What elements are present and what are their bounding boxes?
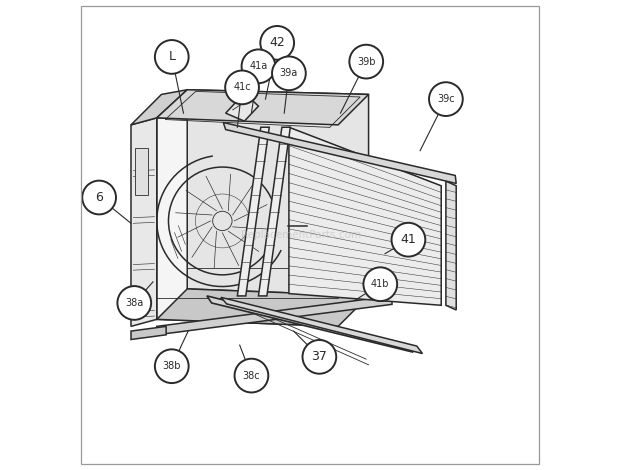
Text: 42: 42 bbox=[269, 36, 285, 49]
Polygon shape bbox=[446, 181, 456, 310]
Circle shape bbox=[242, 49, 275, 83]
Polygon shape bbox=[187, 90, 368, 296]
Polygon shape bbox=[131, 326, 166, 339]
Polygon shape bbox=[157, 90, 368, 125]
Circle shape bbox=[234, 359, 268, 392]
Circle shape bbox=[429, 82, 463, 116]
Text: 39a: 39a bbox=[280, 68, 298, 78]
Circle shape bbox=[82, 180, 116, 214]
Circle shape bbox=[392, 223, 425, 257]
Circle shape bbox=[117, 286, 151, 320]
Polygon shape bbox=[226, 93, 259, 121]
Polygon shape bbox=[157, 296, 392, 335]
Polygon shape bbox=[259, 127, 290, 296]
Circle shape bbox=[225, 70, 259, 104]
Circle shape bbox=[272, 56, 306, 90]
Circle shape bbox=[260, 26, 294, 60]
Text: 38a: 38a bbox=[125, 298, 143, 308]
Text: 38b: 38b bbox=[162, 361, 181, 371]
Circle shape bbox=[363, 267, 397, 301]
Text: 41b: 41b bbox=[371, 279, 389, 289]
Polygon shape bbox=[237, 127, 269, 296]
Text: 38c: 38c bbox=[242, 370, 260, 381]
Text: 39b: 39b bbox=[357, 56, 376, 67]
Circle shape bbox=[155, 349, 188, 383]
Text: 41c: 41c bbox=[233, 82, 251, 93]
Text: 37: 37 bbox=[311, 350, 327, 363]
Polygon shape bbox=[131, 90, 187, 125]
Polygon shape bbox=[131, 118, 157, 326]
Polygon shape bbox=[157, 289, 368, 326]
Text: 41a: 41a bbox=[249, 61, 268, 71]
Circle shape bbox=[349, 45, 383, 78]
Circle shape bbox=[155, 40, 188, 74]
Polygon shape bbox=[207, 296, 413, 352]
Text: 41: 41 bbox=[401, 233, 416, 246]
Polygon shape bbox=[223, 123, 456, 183]
Text: 6: 6 bbox=[95, 191, 103, 204]
Polygon shape bbox=[221, 298, 422, 353]
Polygon shape bbox=[135, 149, 148, 195]
Text: 39c: 39c bbox=[437, 94, 454, 104]
Polygon shape bbox=[289, 127, 441, 306]
Circle shape bbox=[303, 340, 336, 374]
Polygon shape bbox=[157, 118, 338, 326]
Text: ReplacementParts.com: ReplacementParts.com bbox=[241, 230, 361, 240]
Text: L: L bbox=[168, 50, 175, 63]
